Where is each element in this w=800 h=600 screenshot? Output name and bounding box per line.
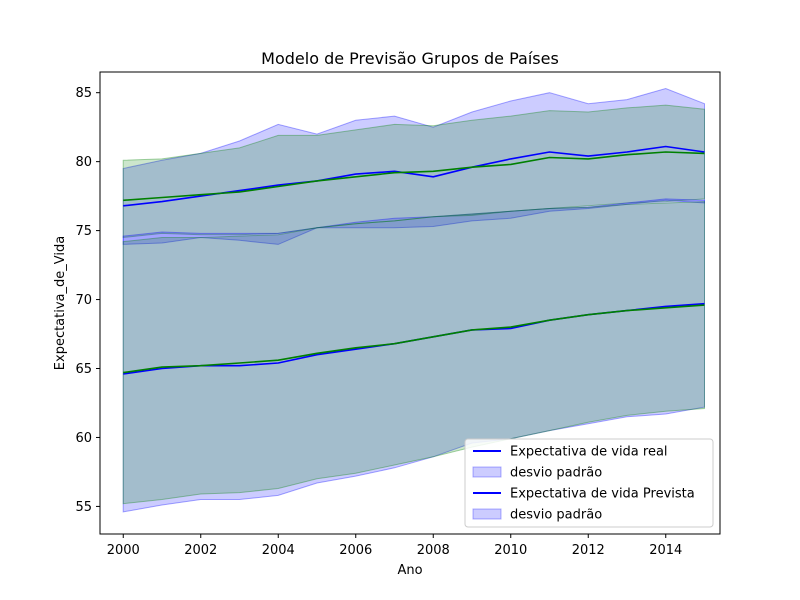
x-tick-label: 2006 [339, 543, 372, 558]
y-axis-label: Expectativa_de_Vida [53, 236, 68, 370]
legend-label: desvio padrão [510, 508, 602, 523]
legend-label: Expectativa de vida real [510, 445, 668, 460]
y-tick-label: 70 [75, 293, 92, 308]
series-line-lower-green [123, 304, 705, 374]
x-tick-label: 2004 [262, 543, 295, 558]
x-tick-label: 2000 [107, 543, 140, 558]
band-lower-blue [122, 198, 705, 513]
x-tick-label: 2008 [417, 543, 450, 558]
y-tick-label: 60 [75, 431, 92, 446]
chart-title: Modelo de Previsão Grupos de Países [261, 49, 559, 68]
x-tick-label: 2012 [572, 543, 605, 558]
plot-area [122, 87, 705, 513]
legend-patch-swatch [472, 508, 502, 520]
y-tick-label: 55 [75, 500, 92, 515]
x-tick-label: 2010 [494, 543, 527, 558]
y-axis: 55 60 65 70 75 80 85 [75, 86, 100, 515]
legend-label: Expectativa de vida Prevista [510, 487, 695, 502]
y-tick-label: 65 [75, 362, 92, 377]
y-tick-label: 85 [75, 86, 92, 101]
axes-frame [99, 71, 721, 535]
legend: Expectativa de vida real desvio padrão Exp… [464, 438, 714, 528]
band-upper-blue [122, 87, 705, 245]
series-line-upper-green [123, 151, 705, 202]
legend-patch-swatch [472, 466, 502, 478]
legend-label: desvio padrão [510, 466, 602, 481]
x-tick-label: 2002 [184, 543, 217, 558]
y-tick-label: 75 [75, 224, 92, 239]
band-lower-green [122, 201, 705, 505]
x-tick-label: 2014 [649, 543, 682, 558]
x-axis-label: Ano [397, 563, 422, 578]
y-tick-label: 80 [75, 155, 92, 170]
legend-box [464, 438, 714, 528]
x-axis: 2000 2002 2004 2006 2008 2010 2012 2014 [107, 534, 682, 558]
